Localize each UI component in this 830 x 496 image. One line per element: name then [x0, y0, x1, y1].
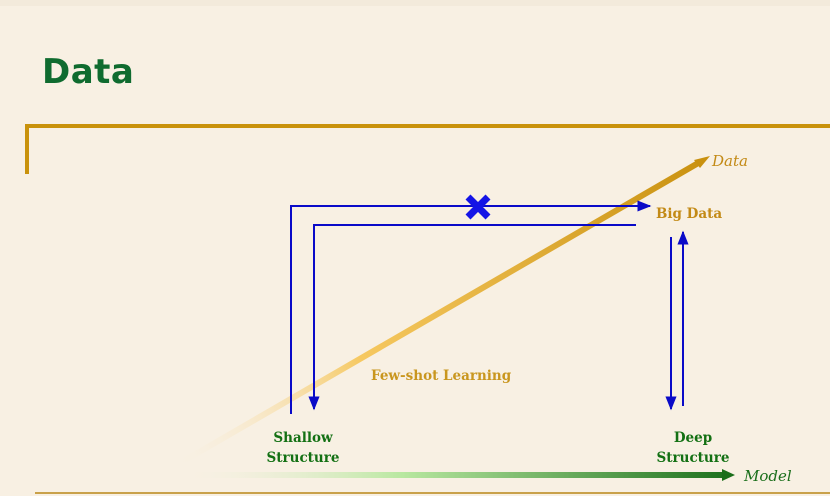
bottom-rule: [35, 492, 830, 494]
data-axis: [172, 156, 710, 469]
deep-structure-label-line1: Deep: [674, 430, 712, 446]
blocked-x-icon: [465, 194, 491, 220]
data-axis-line: [172, 159, 703, 469]
arrow-shallow-to-big-data: [290, 200, 652, 414]
model-axis-label: Model: [743, 467, 792, 485]
model-axis-arrowhead: [722, 469, 735, 481]
big-data-label: Big Data: [656, 206, 722, 222]
data-axis-arrowhead: [694, 156, 710, 168]
deep-structure-label-line2: Structure: [657, 450, 730, 466]
arrow-big-data-to-shallow: [308, 224, 636, 411]
model-axis: [180, 469, 735, 481]
data-axis-label: Data: [711, 152, 748, 170]
frame-left-rule: [25, 124, 29, 174]
shallow-structure-label-line1: Shallow: [273, 430, 333, 446]
few-shot-label: Few-shot Learning: [371, 368, 512, 384]
shallow-structure-label-line2: Structure: [267, 450, 340, 466]
top-strip: [0, 0, 830, 6]
flow-arrows: [290, 200, 689, 414]
frame-top-rule: [25, 124, 830, 128]
slide-title: Data: [42, 52, 135, 92]
